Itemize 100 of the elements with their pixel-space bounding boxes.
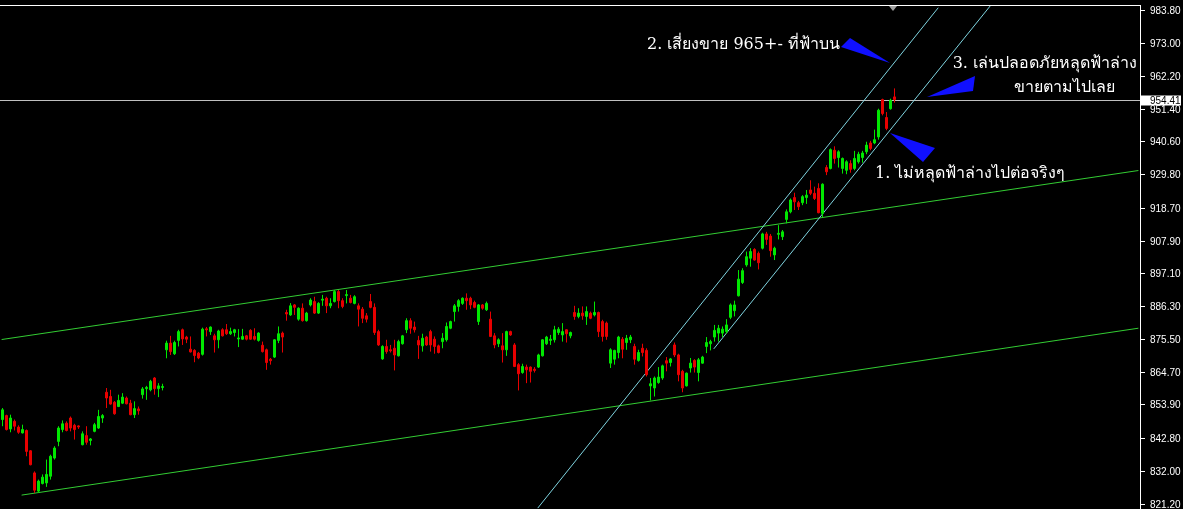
candlestick — [689, 357, 692, 374]
y-tick-label: 973.00 — [1150, 38, 1182, 49]
candlestick — [809, 179, 812, 196]
candlestick — [769, 233, 772, 258]
candlestick — [65, 420, 68, 432]
candlestick — [693, 358, 696, 374]
candlestick — [861, 150, 864, 164]
candlestick — [417, 335, 420, 360]
candlestick — [605, 321, 608, 341]
candlestick — [589, 311, 592, 320]
candlestick — [669, 357, 672, 367]
annotation: 1. ไม่หลุดฟ้าล่างไปต่อจริงๆ — [875, 162, 1066, 183]
candlestick — [381, 344, 384, 361]
candlestick — [337, 289, 340, 309]
candlestick — [749, 247, 752, 268]
candlestick — [421, 333, 424, 353]
candlestick — [521, 363, 524, 375]
candlestick — [353, 294, 356, 305]
candlestick — [165, 340, 168, 359]
candlestick — [333, 289, 336, 303]
y-tick-label: 983.80 — [1150, 5, 1182, 16]
candlestick — [309, 297, 312, 307]
candlestick — [797, 200, 800, 211]
candlestick — [761, 232, 764, 250]
candlestick — [845, 159, 848, 175]
candlestick — [849, 159, 852, 174]
candlestick — [129, 399, 132, 416]
candlestick — [733, 300, 736, 317]
candlestick — [661, 364, 664, 381]
candlestick — [217, 329, 220, 349]
candlestick — [117, 394, 120, 408]
candlestick — [665, 356, 668, 372]
candlestick — [33, 470, 36, 494]
y-tick-label: 951.40 — [1150, 104, 1182, 115]
candlestick — [501, 332, 504, 364]
candlestick — [321, 294, 324, 307]
candlestick — [581, 305, 584, 321]
candlestick — [725, 318, 728, 335]
candlestick — [865, 141, 868, 155]
candlestick — [173, 340, 176, 356]
candlestick — [141, 386, 144, 400]
candlestick — [729, 302, 732, 320]
candlestick — [697, 357, 700, 382]
candlestick — [525, 364, 528, 384]
candlestick — [349, 294, 352, 304]
candlestick — [705, 336, 708, 354]
y-tick-label: 918.70 — [1150, 203, 1182, 214]
candlestick — [593, 301, 596, 317]
candlestick — [801, 194, 804, 206]
candlestick — [829, 147, 832, 170]
candlestick — [249, 328, 252, 341]
candlestick — [429, 329, 432, 353]
candlestick — [781, 229, 784, 241]
candlestick — [177, 329, 180, 347]
candlestick — [9, 414, 12, 433]
candlestick — [281, 331, 284, 354]
candlestick — [569, 331, 572, 339]
candlestick — [13, 419, 16, 431]
y-tick-label: 842.80 — [1150, 433, 1182, 444]
y-tick-label: 929.80 — [1150, 169, 1182, 180]
candlestick — [297, 306, 300, 322]
candlestick — [633, 343, 636, 366]
candlestick — [565, 328, 568, 344]
candlestick — [609, 347, 612, 369]
candlestick — [201, 327, 204, 357]
y-tick-label: 907.90 — [1150, 236, 1182, 247]
candlestick — [597, 311, 600, 338]
candlestick — [649, 377, 652, 401]
candlestick — [157, 382, 160, 398]
candlestick — [325, 296, 328, 314]
candlestick — [777, 224, 780, 240]
candlestick — [713, 324, 716, 343]
candlestick — [197, 351, 200, 360]
candlestick — [1, 407, 4, 427]
candlestick — [233, 328, 236, 337]
candlestick — [561, 322, 564, 343]
candlestick — [413, 321, 416, 334]
candlestick — [685, 372, 688, 387]
y-tick-label: 853.90 — [1150, 399, 1182, 410]
candlestick — [505, 330, 508, 357]
candlestick — [329, 297, 332, 309]
candlestick — [893, 87, 896, 104]
candlestick — [645, 347, 648, 377]
candlestick — [509, 330, 512, 337]
candlestick — [453, 303, 456, 323]
candlestick — [17, 424, 20, 435]
ref-line-label: 954.41 — [1150, 95, 1182, 106]
candlestick — [89, 437, 92, 446]
candlestick — [625, 334, 628, 351]
candlestick — [837, 149, 840, 169]
candlestick — [5, 414, 8, 431]
candlestick — [237, 328, 240, 348]
candlestick — [481, 303, 484, 311]
y-tick-label: 821.20 — [1150, 499, 1182, 509]
candlestick — [285, 309, 288, 322]
candlestick — [469, 296, 472, 310]
candlestick — [553, 325, 556, 344]
candlestick — [477, 303, 480, 326]
candlestick — [621, 336, 624, 359]
candlestick — [465, 292, 468, 311]
